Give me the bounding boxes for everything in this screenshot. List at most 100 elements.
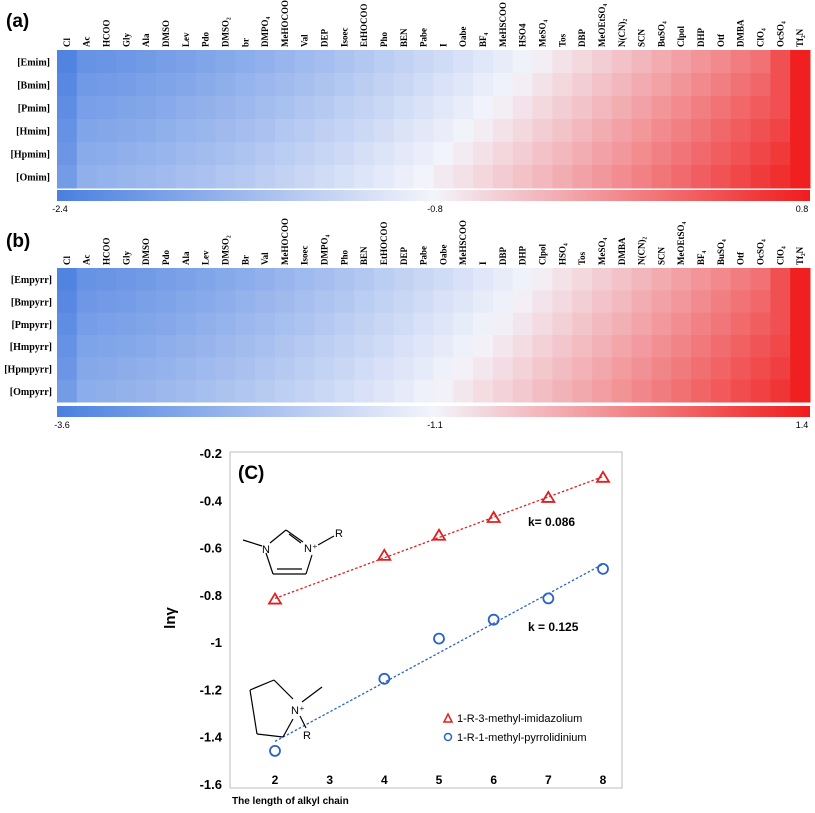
heatmap-cell-a (156, 165, 177, 189)
heatmap-cell-b (473, 290, 494, 314)
heatmap-cell-b (532, 357, 553, 381)
heatmap-cell-a (671, 50, 692, 74)
heatmap-cell-b (354, 335, 375, 358)
heatmap-cell-b (274, 290, 296, 314)
heatmap-cell-a (136, 96, 157, 120)
heatmap-cell-a (532, 96, 553, 120)
heatmap-cell-a (730, 165, 752, 189)
heatmap-cell-b (374, 268, 395, 291)
column-label-a-21: BF₄ (478, 32, 488, 47)
heatmap-cell-a (790, 119, 811, 143)
heatmap-cell-b (96, 335, 117, 358)
heatmap-cell-a (175, 50, 197, 74)
heatmap-cell-a (215, 142, 236, 166)
heatmap-cell-a (750, 96, 771, 120)
heatmap-cell-b (96, 290, 117, 314)
heatmap-cell-b (76, 312, 98, 336)
heatmap-cell-b (512, 357, 534, 381)
heatmap-cell-a (195, 73, 217, 97)
heatmap-cell-b (156, 379, 177, 403)
row-label-a-1: [Bmim] (17, 81, 50, 92)
heatmap-panel-b: (b) Cl Ac HCOO Gly DMSO Pdo Ala Lev DMSO₂ Br Val Me… (4, 218, 811, 430)
heatmap-cell-b (770, 268, 791, 291)
heatmap-cell-b (611, 290, 633, 314)
heatmap-cell-a (532, 50, 553, 74)
heatmap-cell-a (136, 119, 157, 143)
heatmap-cell-a (631, 165, 652, 189)
heatmap-cell-a (393, 50, 415, 74)
heatmap-cell-b (354, 290, 375, 314)
heatmap-cell-b (235, 335, 256, 358)
heatmap-cell-a (116, 165, 137, 189)
heatmap-cell-a (314, 142, 335, 166)
heatmap-cell-a (433, 142, 454, 166)
colorbar-a (57, 190, 810, 201)
heatmap-cell-a (235, 119, 256, 143)
heatmap-cell-a (730, 50, 752, 74)
column-label-a-28: N(CN)₂ (617, 19, 627, 47)
heatmap-cell-b (57, 290, 78, 314)
heatmap-cell-a (631, 73, 652, 97)
heatmap-cell-b (255, 379, 276, 403)
heatmap-cell-a (156, 96, 177, 120)
heatmap-cell-a (611, 142, 633, 166)
heatmap-cell-a (76, 119, 98, 143)
heatmap-cell-b (750, 357, 771, 381)
heatmap-cell-a (592, 142, 613, 166)
heatmap-cell-b (136, 379, 157, 403)
column-label-b-16: EtHOCOO (379, 221, 389, 265)
heatmap-cell-a (790, 50, 811, 74)
heatmap-cell-a (790, 165, 811, 189)
x-tick-label: 6 (490, 773, 497, 787)
heatmap-cell-b (730, 290, 752, 314)
heatmap-cell-a (473, 96, 494, 120)
heatmap-cell-b (453, 268, 474, 291)
column-label-a-18: Pabe (419, 28, 429, 47)
heatmap-cell-b (255, 268, 276, 291)
column-label-b-31: MeOEtSO₄ (676, 222, 686, 265)
heatmap-cell-a (294, 119, 316, 143)
heatmap-cell-a (532, 73, 553, 97)
heatmap-cell-a (274, 96, 296, 120)
heatmap-cell-a (671, 96, 692, 120)
row-label-b-4: [Hpmpyrr] (4, 365, 52, 376)
column-label-b-14: Pho (339, 249, 349, 265)
heatmap-cell-b (572, 312, 593, 336)
x-tick-label: 4 (381, 773, 388, 787)
heatmap-cell-b (651, 312, 672, 336)
heatmap-cell-a (710, 73, 732, 97)
heatmap-cell-a (76, 165, 98, 189)
heatmap-cell-b (453, 312, 474, 336)
heatmap-cell-b (691, 268, 712, 291)
heatmap-cell-a (433, 73, 454, 97)
panel-label-c: (C) (238, 463, 264, 484)
heatmap-cell-b (116, 268, 137, 291)
column-label-a-27: MeOEtSO₄ (597, 4, 607, 47)
heatmap-cell-b (572, 335, 593, 358)
heatmap-cell-b (235, 312, 256, 336)
heatmap-cell-a (592, 96, 613, 120)
heatmap-cell-b (790, 312, 811, 336)
row-labels-b: [Empyrr] [Bmpyrr] [Pmpyrr] [Hmpyrr] [Hpmpyrr… (4, 275, 52, 398)
heatmap-cell-a (671, 142, 692, 166)
heatmap-cell-b (671, 379, 692, 403)
heatmap-cell-a (136, 50, 157, 74)
column-label-b-23: DHP (518, 246, 528, 266)
heatmap-cell-a (552, 96, 573, 120)
heatmap-cell-b (473, 357, 494, 381)
fit-label-imidazolium: k= 0.086 (528, 515, 575, 529)
heatmap-cell-b (492, 268, 514, 291)
heatmap-cell-a (156, 119, 177, 143)
heatmap-cell-a (175, 73, 197, 97)
heatmap-cell-b (374, 357, 395, 381)
heatmap-cell-a (354, 142, 375, 166)
heatmap-cell-a (96, 142, 117, 166)
heatmap-cell-b (334, 290, 355, 314)
heatmap-cell-a (76, 96, 98, 120)
heatmap-cell-b (393, 335, 415, 358)
pyrrolidinium-r-label: R (303, 730, 311, 742)
column-label-b-26: Tos (577, 251, 587, 265)
heatmap-cell-b (710, 357, 732, 381)
column-label-b-22: DBP (498, 246, 508, 265)
heatmap-cell-a (433, 119, 454, 143)
